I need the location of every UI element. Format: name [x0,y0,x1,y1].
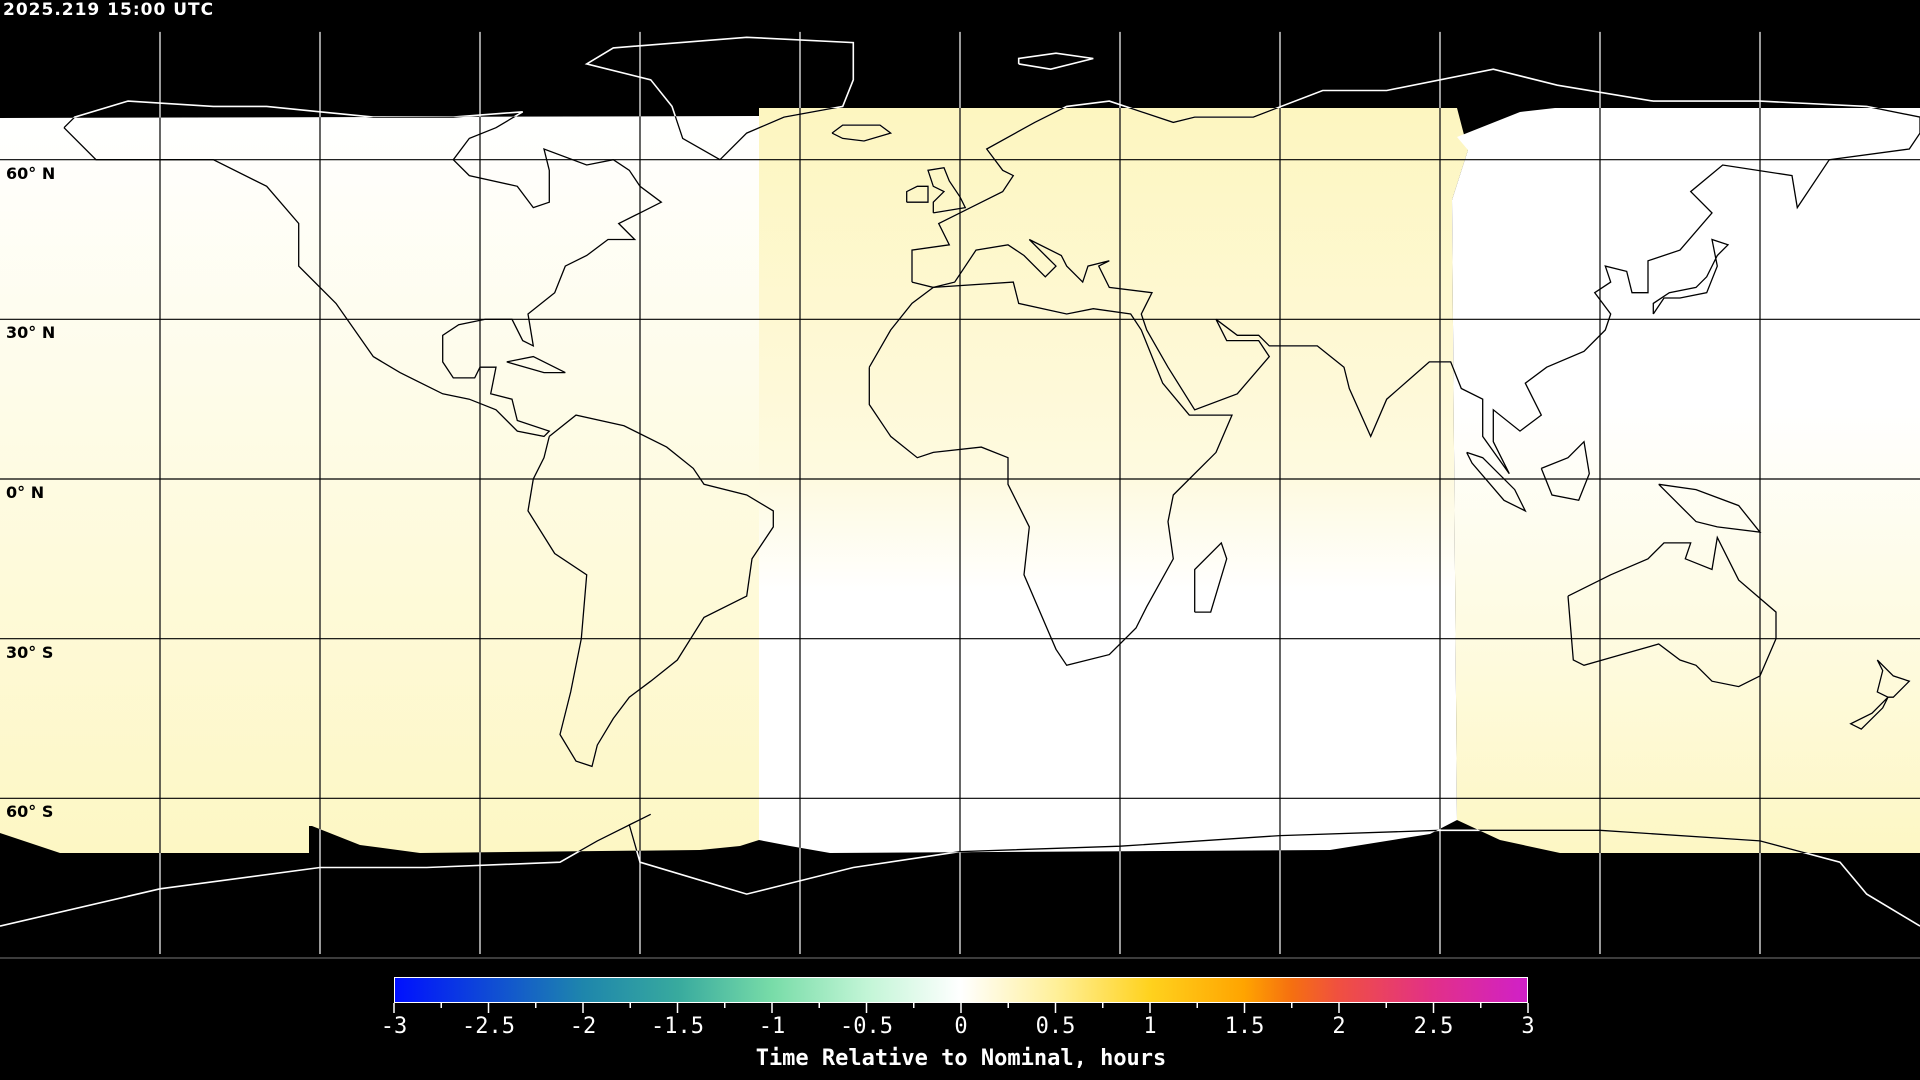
coastline-eurasia [911,108,1920,475]
colorbar-tick-label: 1.5 [1224,1014,1265,1039]
coastline-japan [1652,238,1730,315]
colorbar-tick-label: 0.5 [1035,1014,1076,1039]
colorbar-tick-label: 2 [1332,1014,1346,1039]
coastline-borneo [1540,440,1590,502]
coastline-new-guinea [1658,483,1762,534]
timestamp: 2025.219 15:00 UTC [3,0,215,20]
coastline-greenland [585,108,854,161]
colorbar-title: Time Relative to Nominal, hours [755,1046,1167,1071]
coastline-new-zealand [1876,659,1911,698]
colorbar [394,977,1528,1003]
coastline-ireland [906,185,929,203]
coastline-svalbard [1017,52,1094,71]
coastline-new-zealand-south [1849,696,1889,730]
colorbar-tick-label: -3 [380,1014,408,1039]
lat-label: 0° N [6,483,45,502]
coastline-australia [1567,535,1777,688]
colorbar-tick-label: -2 [569,1014,597,1039]
colorbar-tick-label: -2.5 [462,1014,515,1039]
coastline-north-america [63,108,663,438]
colorbar-tick-label: 3 [1521,1014,1535,1039]
graticule [0,108,1920,853]
coastline-africa [868,281,1233,667]
colorbar-tick-label: 2.5 [1413,1014,1454,1039]
coverage-region-center [759,108,1468,853]
coastline-cuba [506,355,566,374]
colorbar-tick-label: 0 [954,1014,968,1039]
coverage-region-west [0,116,759,853]
world-map [0,31,1920,959]
colorbar-tick-label: -1.5 [651,1014,704,1039]
coverage-region-east [1452,108,1920,853]
coastline-sumatra [1466,451,1527,513]
coastlines [0,108,1920,853]
colorbar-tick-label: -1 [758,1014,786,1039]
coastline-great-britain [927,166,967,214]
colorbar-tick-label: -0.5 [840,1014,893,1039]
lat-label: 30° S [6,642,54,662]
coastline-iceland [831,124,893,142]
coastline-antarctica [0,813,1920,853]
colorbar-tick-label: 1 [1143,1014,1157,1039]
coastline-madagascar [1194,541,1228,613]
coastline-south-america [527,414,774,768]
lat-label: 30° N [6,323,56,343]
lat-label: 60° N [6,163,56,183]
lat-label: 60° S [6,802,54,822]
